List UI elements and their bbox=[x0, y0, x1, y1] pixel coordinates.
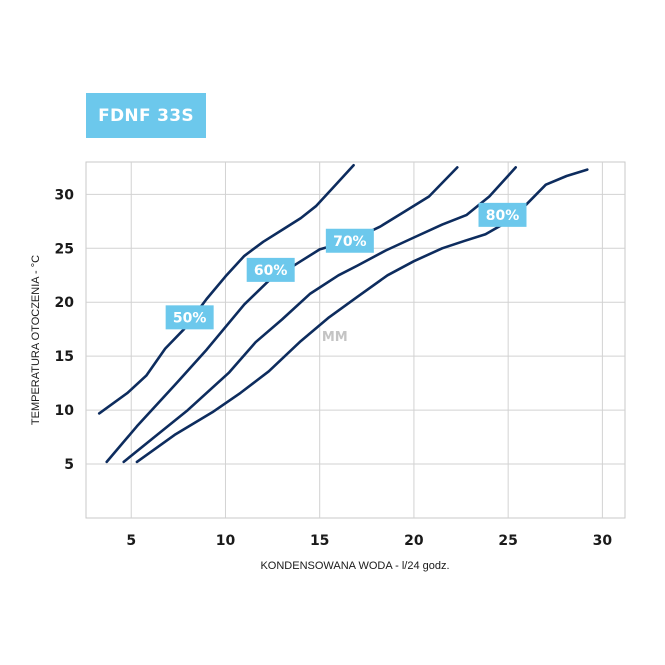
series-label-text: 60% bbox=[254, 263, 288, 279]
series-label: 50% bbox=[165, 305, 214, 330]
watermark: MM bbox=[322, 330, 348, 345]
y-tick-label: 5 bbox=[64, 457, 74, 473]
series-line bbox=[105, 166, 459, 464]
plot-frame bbox=[85, 161, 626, 519]
series-label: 80% bbox=[478, 202, 527, 227]
x-tick-label: 5 bbox=[126, 533, 136, 549]
x-tick-label: 10 bbox=[216, 533, 236, 549]
y-axis-label: TEMPERATURA OTOCZENIA - °C bbox=[30, 255, 42, 425]
series-label-box bbox=[478, 202, 527, 227]
x-tick-label: 30 bbox=[593, 533, 613, 549]
y-tick-label: 30 bbox=[55, 187, 75, 203]
x-tick-label: 15 bbox=[310, 533, 329, 549]
series-label-box bbox=[246, 257, 295, 282]
series-line bbox=[97, 163, 355, 415]
series-label: 70% bbox=[325, 228, 374, 253]
y-tick-label: 10 bbox=[55, 403, 75, 419]
y-tick-label: 25 bbox=[55, 241, 74, 257]
series-label: 60% bbox=[246, 257, 295, 282]
series-label-box bbox=[165, 305, 214, 330]
series-label-box bbox=[325, 228, 374, 253]
y-tick-label: 15 bbox=[55, 349, 74, 365]
x-tick-label: 25 bbox=[498, 533, 517, 549]
y-tick-label: 20 bbox=[55, 295, 75, 311]
x-tick-label: 20 bbox=[404, 533, 424, 549]
grid bbox=[85, 161, 626, 519]
x-axis-label: KONDENSOWANA WODA - l/24 godz. bbox=[260, 560, 449, 572]
chart-title-badge: FDNF 33S bbox=[86, 93, 206, 138]
series-label-text: 70% bbox=[333, 234, 367, 250]
series-label-text: 80% bbox=[486, 208, 520, 224]
series-line bbox=[122, 166, 517, 464]
series-label-text: 50% bbox=[173, 310, 207, 326]
